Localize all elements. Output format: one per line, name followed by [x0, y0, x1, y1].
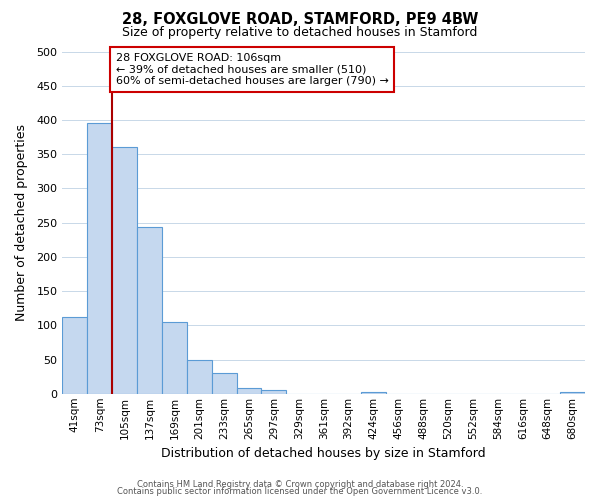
Bar	[62, 317, 87, 394]
Text: 28, FOXGLOVE ROAD, STAMFORD, PE9 4BW: 28, FOXGLOVE ROAD, STAMFORD, PE9 4BW	[122, 12, 478, 28]
Text: Contains public sector information licensed under the Open Government Licence v3: Contains public sector information licen…	[118, 487, 482, 496]
Bar	[236, 388, 262, 394]
Bar	[262, 390, 286, 394]
Bar	[361, 392, 386, 394]
Text: Contains HM Land Registry data © Crown copyright and database right 2024.: Contains HM Land Registry data © Crown c…	[137, 480, 463, 489]
Bar	[187, 360, 212, 394]
Bar	[560, 392, 585, 394]
Text: 28 FOXGLOVE ROAD: 106sqm
← 39% of detached houses are smaller (510)
60% of semi-: 28 FOXGLOVE ROAD: 106sqm ← 39% of detach…	[116, 53, 389, 86]
Bar	[87, 124, 112, 394]
Text: Size of property relative to detached houses in Stamford: Size of property relative to detached ho…	[122, 26, 478, 39]
X-axis label: Distribution of detached houses by size in Stamford: Distribution of detached houses by size …	[161, 447, 486, 460]
Bar	[212, 373, 236, 394]
Bar	[137, 228, 162, 394]
Bar	[112, 148, 137, 394]
Bar	[162, 322, 187, 394]
Y-axis label: Number of detached properties: Number of detached properties	[15, 124, 28, 321]
